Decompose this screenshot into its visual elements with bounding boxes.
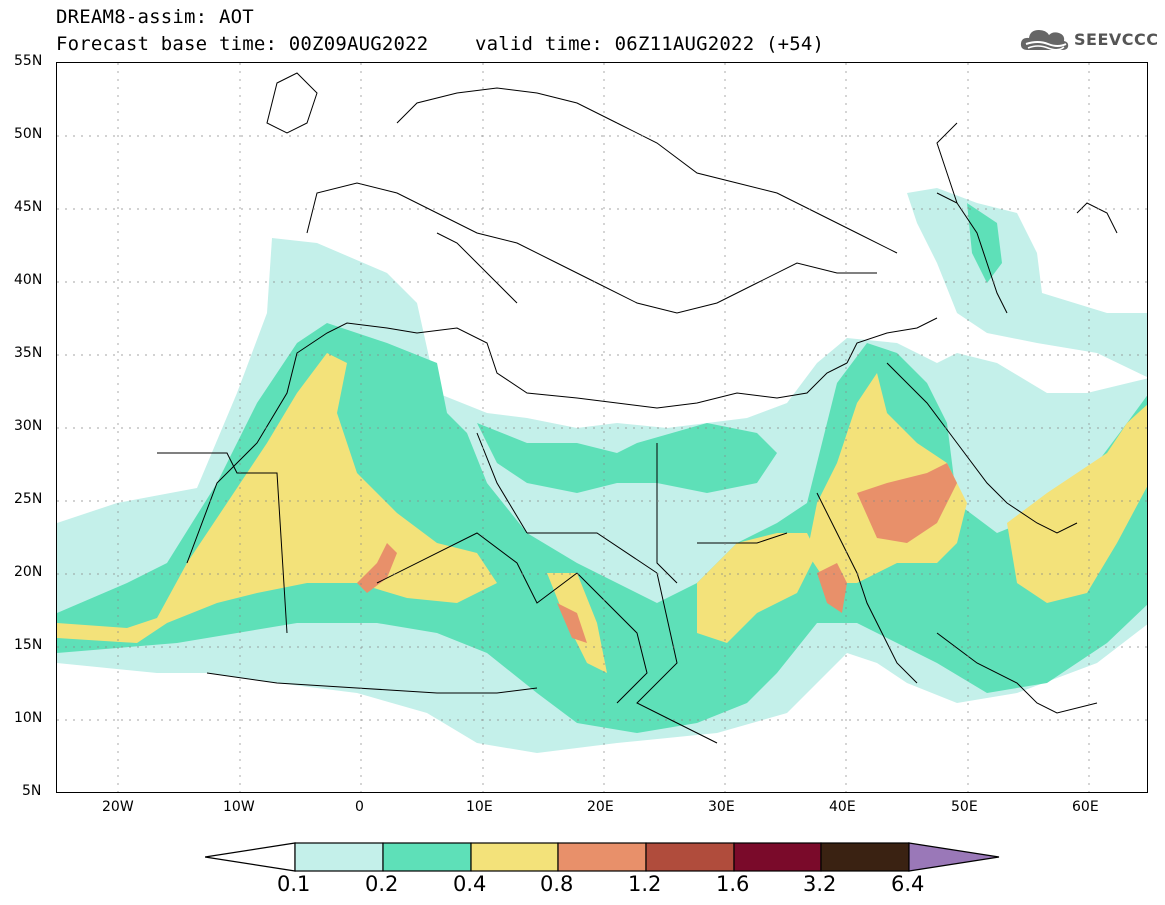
colorbar-label-0-8: 0.8 bbox=[540, 872, 574, 896]
map-title: DREAM8-assim: AOT bbox=[56, 6, 254, 28]
colorbar-segment-0-2 bbox=[382, 842, 472, 872]
lon-label-40e: 40E bbox=[829, 799, 856, 815]
lat-label-10n: 10N bbox=[14, 710, 43, 726]
colorbar-label-1-6: 1.6 bbox=[716, 872, 750, 896]
aot-map bbox=[57, 63, 1147, 792]
colorbar-segment-0-1 bbox=[294, 842, 384, 872]
coastlines bbox=[157, 72, 1118, 744]
lat-label-55n: 55N bbox=[14, 53, 43, 69]
lon-label-50e: 50E bbox=[951, 799, 978, 815]
colorbar-label-6-4: 6.4 bbox=[891, 872, 925, 896]
lat-label-20n: 20N bbox=[14, 564, 43, 580]
lon-label-30e: 30E bbox=[708, 799, 735, 815]
colorbar-label-0-1: 0.1 bbox=[277, 872, 311, 896]
lat-label-40n: 40N bbox=[14, 272, 43, 288]
aot-band-0-8 bbox=[357, 463, 957, 643]
lat-label-5n: 5N bbox=[22, 783, 42, 799]
lon-label-60e: 60E bbox=[1072, 799, 1099, 815]
lon-label-10w: 10W bbox=[223, 799, 255, 815]
lat-label-35n: 35N bbox=[14, 345, 43, 361]
colorbar-over-arrow bbox=[908, 842, 1000, 872]
colorbar-segment-0-8 bbox=[557, 842, 647, 872]
lon-label-20w: 20W bbox=[102, 799, 134, 815]
map-plot-area bbox=[56, 62, 1148, 793]
lat-label-25n: 25N bbox=[14, 491, 43, 507]
lat-label-45n: 45N bbox=[14, 199, 43, 215]
colorbar-segment-3-2 bbox=[820, 842, 910, 872]
colorbar bbox=[205, 842, 1000, 872]
map-subtitle: Forecast base time: 00Z09AUG2022 valid t… bbox=[56, 33, 825, 55]
seevccc-logo: SEEVCCC bbox=[1018, 24, 1159, 54]
colorbar-label-1-2: 1.2 bbox=[628, 872, 662, 896]
gridlines bbox=[57, 63, 1147, 792]
colorbar-under-arrow bbox=[205, 842, 296, 872]
colorbar-label-3-2: 3.2 bbox=[803, 872, 837, 896]
lon-label-0: 0 bbox=[355, 799, 364, 815]
colorbar-segment-1-2 bbox=[645, 842, 735, 872]
colorbar-label-0-4: 0.4 bbox=[453, 872, 487, 896]
lon-label-10e: 10E bbox=[466, 799, 493, 815]
colorbar-label-0-2: 0.2 bbox=[365, 872, 399, 896]
cloud-logo-icon bbox=[1020, 30, 1069, 51]
colorbar-segment-0-4 bbox=[470, 842, 559, 872]
lat-label-30n: 30N bbox=[14, 418, 43, 434]
logo-text: SEEVCCC bbox=[1074, 29, 1159, 49]
lat-label-15n: 15N bbox=[14, 637, 43, 653]
lon-label-20e: 20E bbox=[587, 799, 614, 815]
lat-label-50n: 50N bbox=[14, 126, 43, 142]
colorbar-segment-1-6 bbox=[733, 842, 822, 872]
